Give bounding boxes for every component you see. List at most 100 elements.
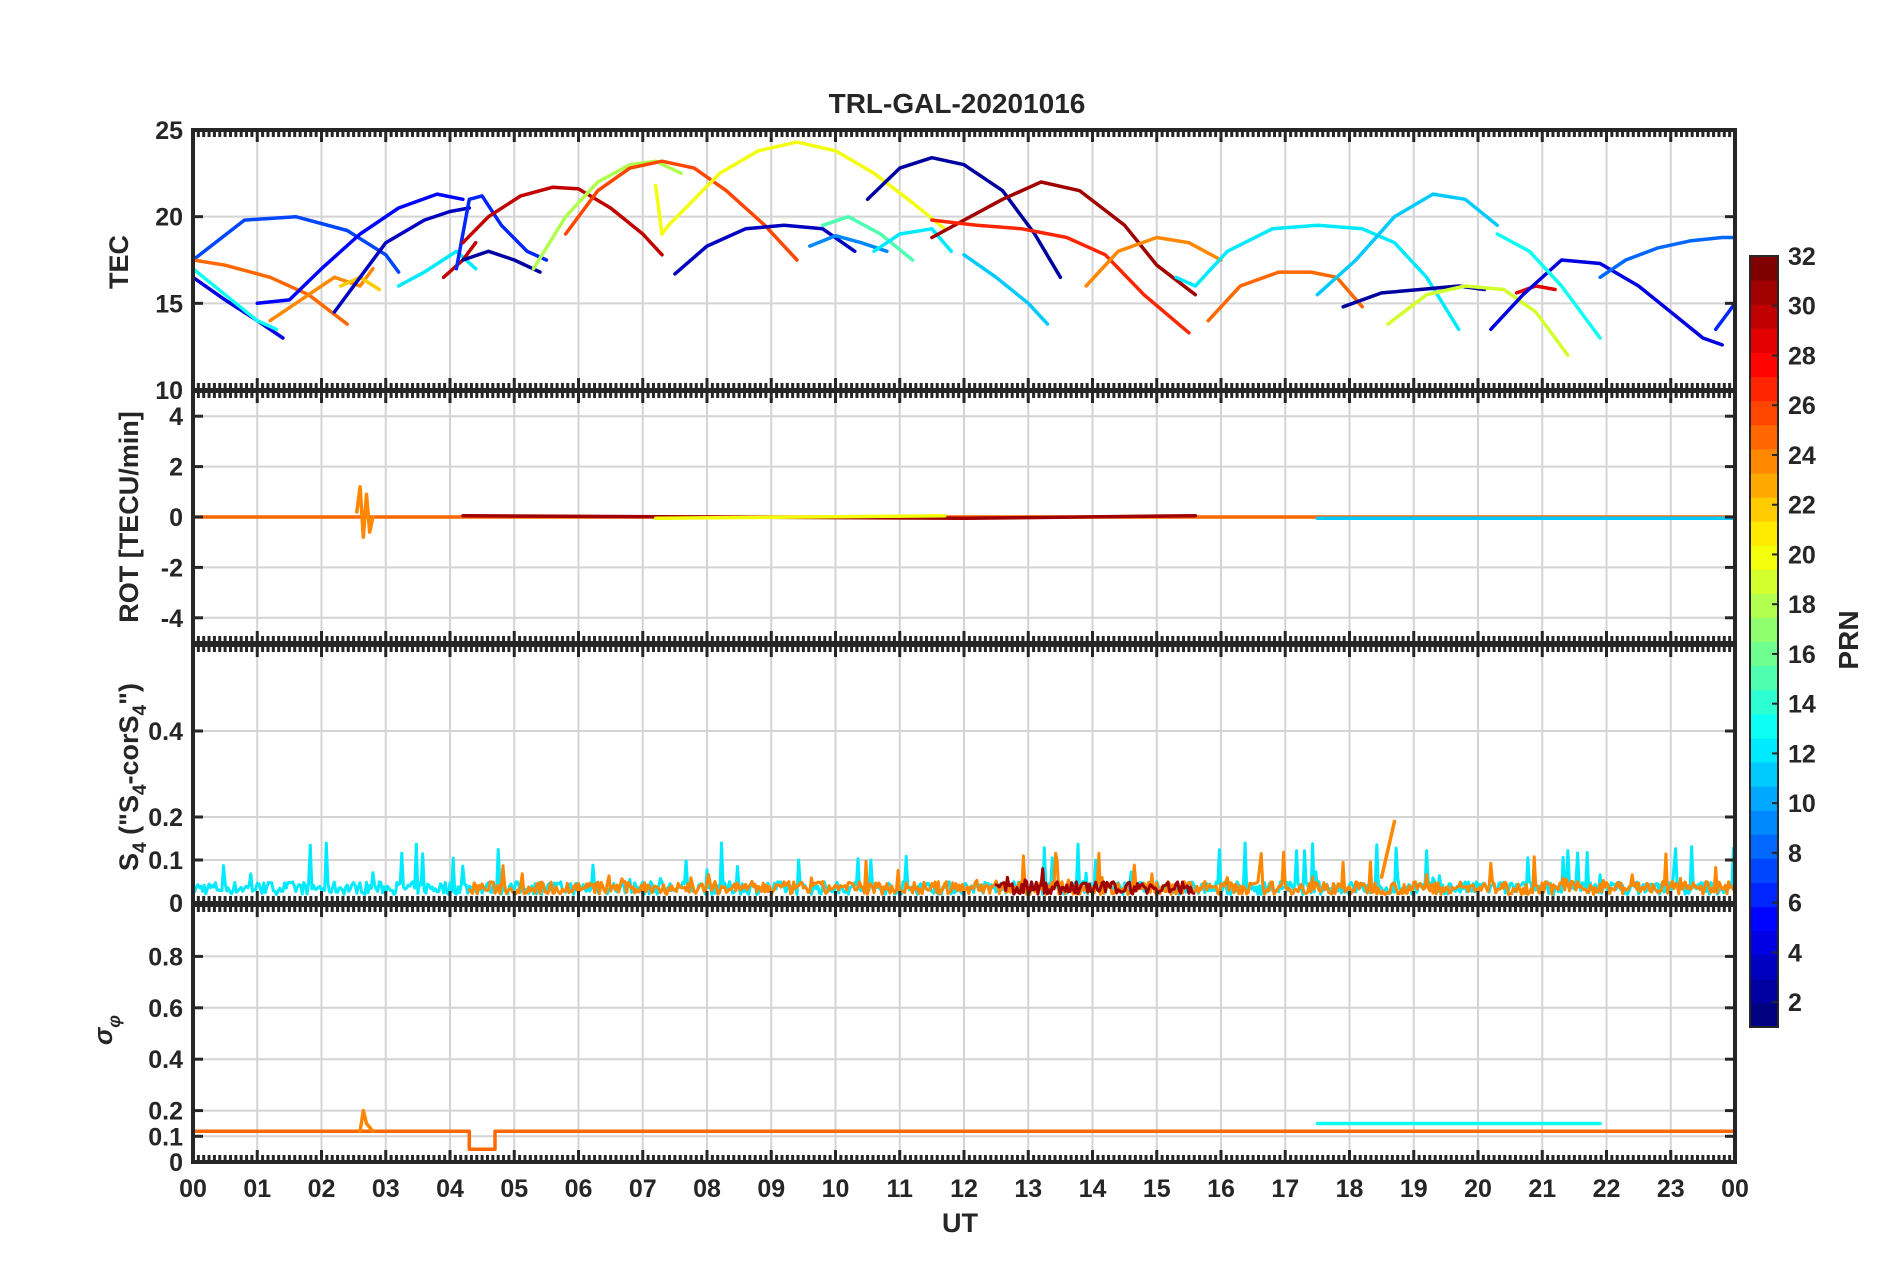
series-line-prn-25	[1206, 270, 1365, 323]
colorbar-band	[1750, 737, 1778, 763]
colorbar-tick-label: 32	[1788, 243, 1816, 271]
series-line-prn-19	[1386, 284, 1570, 358]
x-tick-label: 05	[500, 1175, 528, 1203]
colorbar-band	[1750, 496, 1778, 522]
y-tick-label: 15	[155, 290, 183, 318]
series-line-prn-4	[193, 275, 285, 340]
colorbar-band	[1750, 761, 1778, 787]
panel-sigma-phi: 00.10.2 0.4 0.6 0.8	[148, 903, 1737, 1177]
colorbar-band	[1750, 834, 1778, 859]
x-tick-label: 10	[822, 1175, 850, 1203]
x-tick-label: 00	[1721, 1175, 1749, 1203]
rot-ylabel: ROT [TECU/min]	[114, 411, 144, 622]
series-line-prn-13	[193, 266, 279, 332]
colorbar-tick-label: 28	[1788, 342, 1816, 370]
x-tick-label: 11	[887, 1175, 914, 1203]
series-line-prn-7	[193, 214, 401, 274]
colorbar-band	[1750, 665, 1778, 691]
y-tick-label: 0.1	[148, 1123, 183, 1151]
x-tick-label: 06	[565, 1175, 593, 1203]
colorbar-tick-label: 14	[1788, 691, 1816, 719]
colorbar-band	[1750, 713, 1778, 739]
x-tick-label: 04	[436, 1175, 464, 1203]
y-tick-label: -4	[161, 605, 183, 633]
y-tick-label: 0	[169, 1149, 183, 1177]
x-tick-label: 22	[1593, 1175, 1621, 1203]
gridlines	[193, 130, 1735, 390]
colorbar-band	[1750, 521, 1778, 546]
x-tick-label: 16	[1207, 1175, 1235, 1203]
y-tick-label: 25	[155, 117, 183, 145]
y-tick-label: 0.6	[148, 995, 183, 1023]
minor-ticks	[191, 905, 1737, 1162]
colorbar-tick-label: 12	[1788, 740, 1816, 768]
y-tick-label: 0.2	[148, 1098, 183, 1126]
y-tick-label: 20	[155, 204, 183, 232]
series-line-prn-12	[872, 227, 953, 254]
colorbar-band	[1750, 352, 1778, 378]
series-group	[193, 485, 1735, 539]
series-line-prn-24	[1379, 819, 1397, 879]
minor-ticks	[191, 391, 1737, 643]
colorbar-band	[1750, 545, 1778, 570]
series-line-prn-15	[820, 214, 915, 262]
colorbar-band	[1750, 280, 1778, 305]
panel-tec: 10 15 20 25	[155, 117, 1737, 405]
series-line-prn-24	[1084, 235, 1223, 288]
series-line-prn-2	[461, 249, 542, 274]
colorbar-tick-label: 10	[1788, 790, 1816, 818]
series-line-prn-11	[1315, 192, 1500, 297]
colorbar-band	[1750, 810, 1778, 835]
colorbar-band	[1750, 1002, 1778, 1028]
series-line-prn-5	[255, 192, 465, 306]
series-line-prn-26	[563, 159, 799, 262]
x-tick-label: 03	[372, 1175, 400, 1203]
colorbar-frame	[1749, 255, 1779, 1028]
colorbar-band	[1750, 689, 1778, 715]
y-tick-label: 0.1	[148, 847, 183, 875]
series-line-prn-2	[865, 155, 1063, 280]
y-tick-label: -2	[161, 554, 183, 582]
colorbar-tick-label: 6	[1788, 890, 1802, 918]
series-line-prn-3	[332, 206, 472, 314]
series-line-prn-8	[1598, 235, 1735, 280]
x-tick-label: 00	[179, 1175, 207, 1203]
x-tick-label: 20	[1464, 1175, 1492, 1203]
series-group	[193, 140, 1735, 358]
series-line-prn-24	[467, 850, 1735, 896]
colorbar-band	[1750, 617, 1778, 643]
x-axis-label: UT	[942, 1208, 978, 1238]
series-line-prn-11	[962, 253, 1050, 326]
colorbar-tick-label: 24	[1788, 442, 1816, 470]
y-tick-label: 0.8	[148, 943, 183, 971]
series-line-prn-29	[1514, 284, 1557, 295]
series-line-prn-9	[808, 233, 889, 254]
colorbar-band	[1750, 930, 1778, 956]
series-line-prn-25	[193, 1129, 1735, 1151]
colorbar-tick-label: 8	[1788, 840, 1802, 868]
colorbar-tick-label: 30	[1788, 293, 1816, 321]
colorbar-tick-label: 22	[1788, 492, 1816, 520]
colorbar-band	[1750, 593, 1778, 619]
colorbar-band	[1750, 786, 1778, 811]
colorbar-band	[1750, 448, 1778, 474]
x-tick-label: 14	[1079, 1175, 1107, 1203]
series-line-prn-12	[1174, 223, 1461, 332]
colorbar-tick-label: 16	[1788, 641, 1816, 669]
y-tick-label: 0	[169, 504, 183, 532]
x-tick-label: 23	[1657, 1175, 1685, 1203]
series-line-prn-3	[673, 223, 857, 276]
x-tick-label: 08	[693, 1175, 721, 1203]
colorbar-tick-label: 2	[1788, 989, 1802, 1017]
series-line-prn-24	[358, 1108, 375, 1133]
series-line-prn-20	[653, 140, 947, 236]
minor-ticks	[191, 645, 1737, 903]
colorbar-band	[1750, 376, 1778, 402]
colorbar-label: PRN	[1833, 610, 1864, 669]
y-tick-label: 0.4	[148, 1046, 183, 1074]
s4-ylabel: S4 ("S4-corS4")	[114, 683, 151, 871]
series-line-prn-31	[930, 180, 1198, 297]
y-tick-label: 2	[169, 454, 183, 482]
panel-s4: 0 0.1 0.2 0.4	[148, 643, 1737, 918]
minor-ticks	[191, 130, 1737, 390]
